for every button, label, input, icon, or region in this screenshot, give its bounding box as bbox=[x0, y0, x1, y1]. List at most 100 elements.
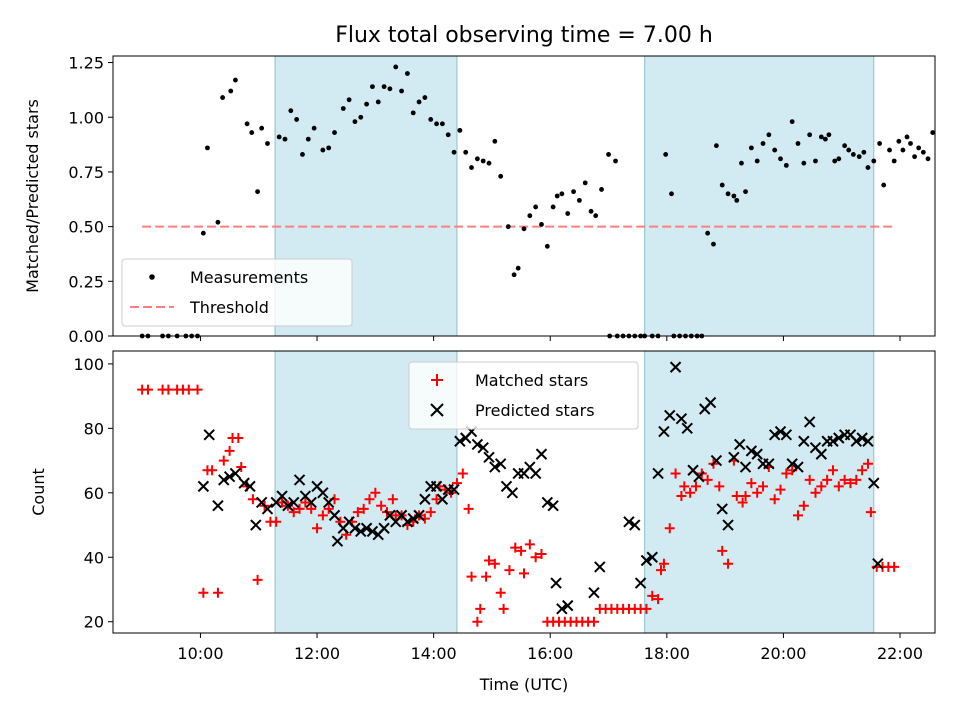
predicted-stars-point-98 bbox=[815, 448, 828, 460]
measurements-point-65 bbox=[550, 204, 556, 210]
measurements-point-86 bbox=[663, 152, 669, 157]
measurements-point-24 bbox=[305, 136, 311, 142]
matched-stars-point-93 bbox=[658, 558, 669, 569]
measurements-point-35 bbox=[375, 99, 381, 105]
predicted-stars-point-74 bbox=[675, 412, 688, 425]
matched-stars-point-120 bbox=[804, 474, 815, 485]
predicted-stars-point-82 bbox=[722, 519, 734, 531]
y-tick-label: 0.50 bbox=[68, 218, 104, 237]
measurements-point-129 bbox=[887, 147, 892, 153]
predicted-stars-point-35 bbox=[407, 512, 419, 525]
measurements-point-118 bbox=[832, 158, 838, 164]
predicted-stars-point-80 bbox=[710, 454, 723, 467]
measurements-point-113 bbox=[807, 132, 813, 138]
measurements-point-12 bbox=[228, 88, 234, 94]
matched-stars-point-114 bbox=[769, 494, 780, 505]
predicted-stars-point-26 bbox=[355, 525, 367, 538]
matched-stars-point-8 bbox=[198, 587, 209, 598]
measurements-point-20 bbox=[282, 136, 288, 142]
measurements-point-123 bbox=[856, 154, 862, 160]
predicted-stars-point-64 bbox=[594, 561, 606, 573]
predicted-stars-point-100 bbox=[827, 435, 839, 447]
measurements-point-111 bbox=[795, 141, 801, 146]
matched-stars-point-122 bbox=[816, 481, 827, 492]
matched-stars-point-92 bbox=[656, 565, 666, 576]
measurements-point-100 bbox=[734, 197, 740, 203]
measurements-point-70 bbox=[576, 197, 582, 203]
matched-stars-point-60 bbox=[481, 571, 492, 582]
measurements-point-25 bbox=[311, 125, 317, 131]
measurements-point-64 bbox=[544, 243, 550, 249]
measurements-point-43 bbox=[422, 95, 428, 100]
predicted-stars-point-75 bbox=[681, 422, 693, 435]
measurements-point-105 bbox=[760, 141, 766, 146]
predicted-stars-point-72 bbox=[664, 409, 676, 422]
predicted-stars-point-67 bbox=[634, 577, 647, 589]
matched-stars-point-119 bbox=[798, 500, 809, 511]
measurements-point-69 bbox=[571, 189, 576, 195]
matched-stars-point-90 bbox=[647, 590, 658, 601]
predicted-stars-point-30 bbox=[378, 522, 390, 534]
predicted-stars-point-58 bbox=[541, 496, 554, 509]
predicted-stars-point-50 bbox=[494, 458, 507, 470]
measurements-point-23 bbox=[300, 152, 305, 157]
measurements-point-17 bbox=[259, 125, 265, 131]
matched-stars-point-121 bbox=[810, 487, 821, 498]
measurements-point-119 bbox=[836, 156, 842, 162]
matched-stars-point-95 bbox=[670, 468, 681, 479]
y-tick-label: 100 bbox=[73, 355, 104, 374]
matched-stars-point-31 bbox=[323, 503, 334, 514]
matched-stars-point-63 bbox=[495, 587, 506, 598]
measurements-point-36 bbox=[381, 84, 387, 90]
measurements-point-39 bbox=[399, 88, 404, 94]
matched-stars-point-130 bbox=[862, 458, 873, 469]
predicted-stars-point-27 bbox=[360, 522, 373, 534]
matched-stars-point-124 bbox=[827, 465, 838, 476]
matched-stars-point-110 bbox=[746, 478, 757, 489]
predicted-stars-point-83 bbox=[728, 451, 740, 464]
matched-stars-point-58 bbox=[472, 616, 483, 627]
matched-stars-point-125 bbox=[833, 481, 844, 492]
predicted-stars-point-90 bbox=[768, 429, 781, 441]
predicted-stars-point-14 bbox=[288, 496, 300, 509]
predicted-stars-point-70 bbox=[652, 467, 664, 480]
predicted-stars-point-37 bbox=[419, 493, 431, 505]
measurements-point-32 bbox=[358, 114, 364, 120]
matched-stars-point-37 bbox=[358, 503, 369, 514]
predicted-stars-point-40 bbox=[436, 493, 449, 505]
y-tick-label: 0.00 bbox=[68, 327, 104, 346]
matched-stars-point-15 bbox=[233, 433, 244, 444]
matched-stars-point-135 bbox=[889, 561, 900, 572]
measurements-point-40 bbox=[405, 71, 410, 76]
predicted-stars-point-71 bbox=[658, 425, 670, 438]
matched-stars-point-105 bbox=[723, 558, 734, 569]
measurements-point-10 bbox=[215, 219, 221, 225]
measurements-point-66 bbox=[554, 193, 560, 199]
measurements-point-71 bbox=[582, 180, 588, 186]
measurements-point-104 bbox=[754, 158, 760, 164]
predicted-stars-point-91 bbox=[774, 425, 787, 438]
measurements-point-22 bbox=[294, 117, 300, 122]
legend-measurements-label: Measurements bbox=[190, 268, 308, 287]
predicted-stars-point-1 bbox=[203, 429, 215, 441]
matched-stars-point-55 bbox=[457, 468, 468, 479]
matched-stars-point-25 bbox=[288, 507, 299, 518]
y-tick-label: 1.25 bbox=[68, 54, 104, 73]
predicted-stars-point-4 bbox=[223, 470, 236, 483]
matched-stars-point-131 bbox=[865, 507, 876, 518]
predicted-stars-point-79 bbox=[704, 396, 717, 409]
measurements-point-63 bbox=[539, 222, 544, 227]
measurements-point-42 bbox=[416, 99, 422, 105]
predicted-stars-point-13 bbox=[282, 499, 294, 512]
predicted-stars-point-56 bbox=[529, 467, 542, 480]
measurements-point-132 bbox=[900, 147, 906, 153]
measurements-point-47 bbox=[445, 132, 451, 138]
measurements-point-15 bbox=[249, 130, 255, 135]
matched-stars-point-19 bbox=[252, 574, 263, 585]
predicted-stars-point-65 bbox=[623, 516, 635, 528]
predicted-stars-point-3 bbox=[218, 474, 230, 486]
measurements-point-76 bbox=[613, 158, 618, 164]
predicted-stars-point-46 bbox=[471, 438, 484, 451]
matched-stars-point-56 bbox=[463, 503, 474, 514]
